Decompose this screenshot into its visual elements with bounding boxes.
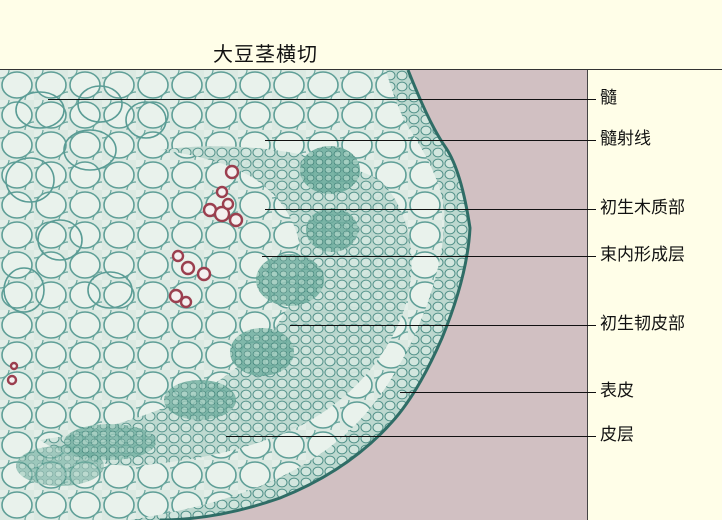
fascicular-cambium-label: 束内形成层 <box>600 245 685 265</box>
primary-phloem-leader <box>290 325 596 326</box>
cortex-band <box>130 70 470 520</box>
epidermis-label: 表皮 <box>600 381 634 401</box>
vascular-bundle <box>230 328 294 376</box>
xylem-vessels <box>6 164 244 386</box>
primary-xylem-leader <box>265 209 596 210</box>
label-panel <box>587 70 722 520</box>
figure-title: 大豆茎横切 <box>213 42 318 66</box>
primary-xylem-label: 初生木质部 <box>600 198 685 218</box>
vascular-bundle <box>256 254 324 306</box>
header-rule <box>0 69 722 70</box>
vascular-bundle <box>306 208 358 252</box>
pith-ray-leader <box>265 140 596 141</box>
micrograph-image <box>0 70 587 520</box>
pith-ray-label: 髓射线 <box>600 129 651 149</box>
panel-divider <box>587 70 588 520</box>
primary-phloem-label: 初生韧皮部 <box>600 314 685 334</box>
cortex-leader <box>226 436 596 437</box>
header-band <box>0 0 722 69</box>
pith-label: 髓 <box>600 88 617 108</box>
epidermis-leader <box>400 392 596 393</box>
pith-leader <box>48 99 596 100</box>
vascular-bundle <box>164 380 236 420</box>
epidermis-edge <box>159 70 472 520</box>
pith-cells <box>3 85 167 313</box>
vascular-bundle <box>300 146 360 194</box>
fascicular-cambium-leader <box>262 256 596 257</box>
cortex-label: 皮层 <box>600 425 634 445</box>
vascular-bundle <box>16 446 104 486</box>
